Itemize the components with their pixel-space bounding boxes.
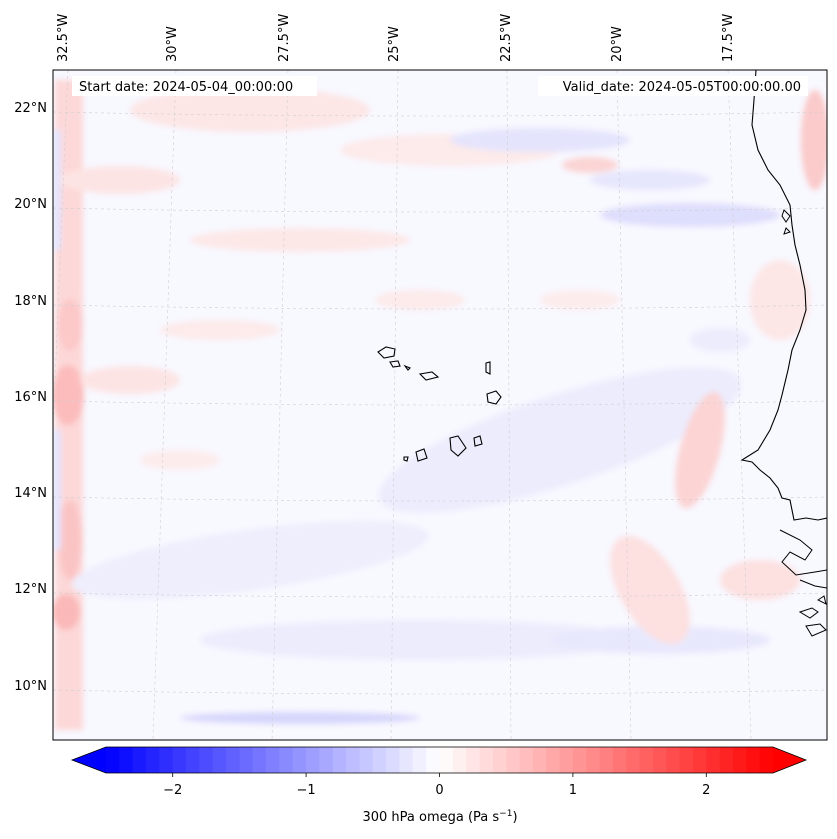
colorbar-tick-label: −2	[163, 783, 182, 798]
colorbar-cell	[386, 747, 401, 773]
colorbar-cell	[252, 747, 267, 773]
colorbar-tick-label: −1	[297, 783, 316, 798]
colorbar-cell	[159, 747, 174, 773]
colorbar-cell	[586, 747, 601, 773]
colorbar-cell	[479, 747, 494, 773]
colorbar-cell	[492, 747, 507, 773]
colorbar-cell	[746, 747, 761, 773]
longitude-labels: 32.5°W 30°W 27.5°W 25°W 22.5°W 20°W 17.5…	[56, 14, 736, 62]
colorbar-tick-label: 2	[702, 783, 710, 798]
cape-verde-islands	[377, 346, 502, 462]
colorbar-cell	[359, 747, 374, 773]
colorbar-cell	[626, 747, 641, 773]
colorbar-cell	[199, 747, 214, 773]
lon-label: 30°W	[165, 26, 180, 62]
colorbar-cell	[572, 747, 587, 773]
colorbar-cell	[319, 747, 334, 773]
colorbar-cell	[759, 747, 774, 773]
colorbar-cell	[732, 747, 747, 773]
colorbar-cell	[466, 747, 481, 773]
colorbar-cell	[532, 747, 547, 773]
start-date-text: Start date: 2024-05-04_00:00:00	[79, 80, 293, 95]
lat-label: 12°N	[14, 582, 47, 597]
colorbar-label-prefix: 300 hPa omega (Pa s	[362, 810, 499, 825]
start-date-box	[72, 76, 317, 96]
colorbar-outline	[70, 746, 808, 774]
colorbar-extend-min	[72, 747, 106, 773]
valid-date-box	[538, 76, 808, 96]
colorbar-cell	[119, 747, 134, 773]
colorbar-cells	[72, 747, 806, 773]
colorbar-label-suffix: )	[512, 810, 517, 825]
colorbar-cell	[452, 747, 467, 773]
colorbar-extend-max	[773, 747, 806, 773]
colorbar-cell	[372, 747, 387, 773]
lon-label: 27.5°W	[277, 14, 292, 62]
lat-label: 22°N	[14, 101, 47, 116]
colorbar-cell	[652, 747, 667, 773]
colorbar-cell	[612, 747, 627, 773]
colorbar-cell	[132, 747, 147, 773]
colorbar-cell	[292, 747, 307, 773]
lon-label: 32.5°W	[56, 14, 71, 62]
colorbar-cell	[426, 747, 441, 773]
lat-label: 16°N	[14, 390, 47, 405]
colorbar-cell	[186, 747, 200, 773]
colorbar-cell	[106, 747, 120, 773]
colorbar-cell	[172, 747, 187, 773]
lat-label: 18°N	[14, 294, 47, 309]
colorbar-cell	[306, 747, 321, 773]
africa-coastline	[740, 70, 827, 521]
colorbar-cell	[519, 747, 534, 773]
lon-label: 17.5°W	[721, 14, 736, 62]
colorbar-cell	[679, 747, 694, 773]
colorbar-cell	[332, 747, 347, 773]
lat-label: 10°N	[14, 679, 47, 694]
colorbar-cell	[399, 747, 414, 773]
omega-field	[53, 80, 827, 730]
colorbar-cell	[439, 747, 454, 773]
colorbar-cell	[266, 747, 281, 773]
graticule	[53, 70, 827, 740]
latitude-labels: 22°N 20°N 18°N 16°N 14°N 12°N 10°N	[14, 101, 47, 694]
colorbar-cell	[599, 747, 614, 773]
colorbar-cell	[719, 747, 734, 773]
colorbar: −2 −1 0 1 2 300 hPa omega (Pa s−1)	[70, 746, 808, 825]
colorbar-label-exponent: −1	[499, 809, 512, 819]
colorbar-cell	[506, 747, 521, 773]
colorbar-label: 300 hPa omega (Pa s−1)	[362, 809, 517, 825]
lon-label: 20°W	[610, 26, 625, 62]
lon-label: 22.5°W	[499, 14, 514, 62]
colorbar-tick-label: 1	[569, 783, 577, 798]
colorbar-tick-label: 0	[435, 783, 443, 798]
lat-label: 14°N	[14, 486, 47, 501]
colorbar-cell	[559, 747, 574, 773]
colorbar-cell	[692, 747, 707, 773]
lat-label: 20°N	[14, 197, 47, 212]
colorbar-cell	[706, 747, 721, 773]
colorbar-cell	[226, 747, 240, 773]
colorbar-cell	[346, 747, 361, 773]
map-panel	[53, 70, 827, 740]
colorbar-ticks: −2 −1 0 1 2	[163, 773, 710, 798]
colorbar-cell	[666, 747, 681, 773]
colorbar-cell	[412, 747, 427, 773]
colorbar-cell	[546, 747, 561, 773]
lon-label: 25°W	[387, 26, 402, 62]
colorbar-cell	[639, 747, 654, 773]
colorbar-cell	[239, 747, 254, 773]
colorbar-cell	[146, 747, 160, 773]
colorbar-cell	[279, 747, 294, 773]
colorbar-cell	[212, 747, 227, 773]
map-frame	[52, 69, 828, 741]
valid-date-text: Valid_date: 2024-05-05T00:00:00.00	[563, 80, 801, 95]
